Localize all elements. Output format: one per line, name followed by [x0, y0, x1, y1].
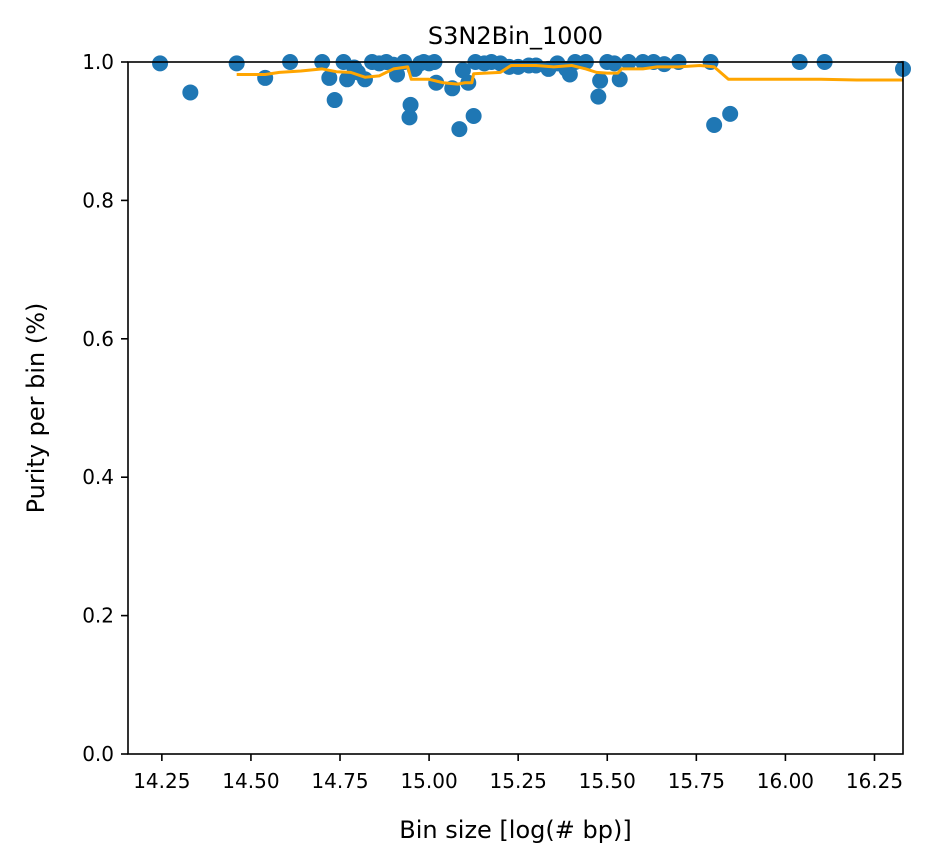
- data-point: [451, 121, 468, 138]
- y-axis-ticks: 0.0 0.2 0.4 0.6 0.8 1.0: [82, 50, 128, 766]
- y-tick-label: 1.0: [82, 50, 114, 74]
- x-tick-label: 14.50: [222, 769, 279, 793]
- y-tick-label: 0.0: [82, 742, 114, 766]
- trend-line-layer: [236, 63, 903, 86]
- data-point: [590, 88, 607, 105]
- data-point: [606, 55, 623, 72]
- data-point: [706, 116, 723, 133]
- data-point: [401, 109, 418, 126]
- trend-line: [236, 63, 903, 86]
- x-tick-label: 14.25: [133, 769, 190, 793]
- chart-title: S3N2Bin_1000: [428, 22, 603, 50]
- data-point: [454, 62, 471, 79]
- plot-frame: [127, 61, 904, 755]
- x-axis-ticks: 14.25 14.50 14.75 15.00 15.25 15.50 15.75 16.00…: [133, 754, 903, 793]
- data-point: [152, 55, 169, 72]
- data-point: [228, 55, 245, 72]
- x-tick-label: 15.00: [400, 769, 457, 793]
- x-tick-label: 16.25: [846, 769, 903, 793]
- data-point: [656, 56, 673, 73]
- x-axis-title: Bin size [log(# bp)]: [399, 816, 631, 844]
- y-tick-label: 0.6: [82, 327, 114, 351]
- y-tick-label: 0.4: [82, 465, 114, 489]
- data-point: [561, 66, 578, 83]
- y-tick-label: 0.8: [82, 188, 114, 212]
- x-tick-label: 14.75: [311, 769, 368, 793]
- data-point: [592, 72, 609, 89]
- data-point: [611, 71, 628, 88]
- x-tick-label: 15.25: [490, 769, 547, 793]
- y-tick-label: 0.2: [82, 604, 114, 628]
- data-point: [402, 96, 419, 113]
- data-point: [722, 105, 739, 122]
- data-point: [321, 69, 338, 86]
- y-axis-title: Purity per bin (%): [22, 303, 50, 514]
- x-tick-label: 15.75: [668, 769, 725, 793]
- x-tick-label: 16.00: [757, 769, 814, 793]
- x-tick-label: 15.50: [579, 769, 636, 793]
- data-point: [465, 107, 482, 124]
- data-point: [356, 71, 373, 88]
- data-point: [326, 92, 343, 109]
- data-point: [182, 84, 199, 101]
